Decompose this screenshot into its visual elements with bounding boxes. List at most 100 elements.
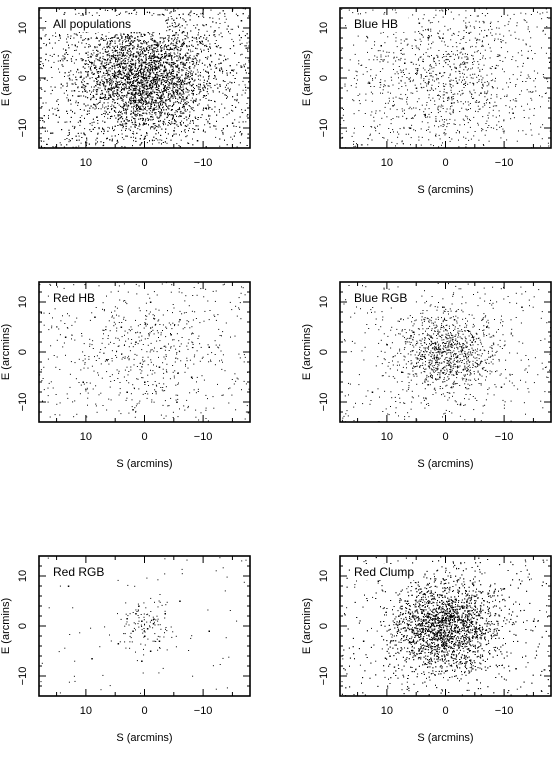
scatter-point bbox=[205, 98, 207, 99]
scatter-point bbox=[219, 68, 221, 70]
scatter-point bbox=[186, 135, 188, 137]
scatter-point bbox=[242, 121, 244, 123]
scatter-point bbox=[107, 54, 109, 56]
scatter-point bbox=[152, 82, 154, 84]
scatter-point bbox=[104, 39, 106, 41]
scatter-point bbox=[121, 137, 123, 139]
scatter-point bbox=[138, 62, 140, 64]
scatter-point bbox=[193, 102, 194, 104]
scatter-point bbox=[155, 89, 157, 90]
scatter-point bbox=[58, 104, 59, 106]
scatter-point bbox=[68, 141, 70, 143]
scatter-point bbox=[41, 89, 43, 90]
scatter-point bbox=[109, 55, 111, 57]
scatter-point bbox=[96, 38, 98, 39]
scatter-point bbox=[73, 37, 75, 39]
scatter-point bbox=[146, 110, 148, 112]
scatter-point bbox=[114, 45, 116, 47]
scatter-point bbox=[200, 90, 202, 92]
scatter-point bbox=[184, 102, 186, 104]
scatter-point bbox=[154, 63, 156, 65]
scatter-point bbox=[182, 82, 184, 84]
scatter-point bbox=[115, 72, 117, 74]
scatter-point bbox=[159, 90, 160, 92]
scatter-point bbox=[175, 89, 176, 91]
scatter-point bbox=[141, 76, 143, 78]
scatter-point bbox=[134, 63, 136, 65]
scatter-point bbox=[217, 13, 219, 15]
scatter-point bbox=[122, 83, 124, 85]
scatter-point bbox=[70, 103, 72, 105]
scatter-point bbox=[158, 44, 160, 46]
scatter-point bbox=[182, 86, 184, 88]
scatter-point bbox=[56, 107, 58, 109]
scatter-point bbox=[95, 93, 97, 95]
scatter-point bbox=[114, 35, 116, 37]
scatter-point bbox=[173, 44, 175, 46]
scatter-point bbox=[85, 90, 87, 92]
scatter-point bbox=[254, 120, 255, 121]
scatter-point bbox=[199, 79, 201, 81]
scatter-point bbox=[226, 97, 227, 99]
scatter-point bbox=[162, 73, 164, 75]
scatter-point bbox=[120, 80, 122, 82]
scatter-point bbox=[153, 13, 155, 15]
scatter-point bbox=[118, 104, 120, 106]
scatter-point bbox=[142, 109, 144, 111]
scatter-point bbox=[245, 72, 247, 74]
scatter-point bbox=[137, 106, 139, 107]
scatter-point bbox=[92, 49, 94, 51]
scatter-point bbox=[189, 122, 191, 124]
scatter-point bbox=[177, 66, 179, 68]
scatter-point bbox=[102, 57, 104, 59]
scatter-point bbox=[124, 67, 126, 69]
scatter-point bbox=[224, 21, 226, 23]
scatter-point bbox=[78, 72, 80, 74]
scatter-point bbox=[120, 12, 121, 14]
scatter-point bbox=[125, 85, 127, 87]
scatter-point bbox=[166, 90, 167, 92]
scatter-point bbox=[121, 57, 123, 59]
scatter-point bbox=[200, 43, 202, 45]
scatter-point bbox=[202, 87, 204, 88]
scatter-point bbox=[208, 50, 209, 52]
scatter-point bbox=[103, 81, 105, 83]
scatter-point bbox=[135, 93, 137, 95]
scatter-point bbox=[137, 84, 139, 86]
scatter-point bbox=[96, 77, 98, 78]
scatter-point bbox=[152, 89, 154, 91]
scatter-point bbox=[156, 49, 158, 51]
scatter-point bbox=[58, 109, 60, 111]
scatter-point bbox=[112, 98, 113, 100]
scatter-point bbox=[80, 71, 82, 73]
scatter-point bbox=[78, 41, 80, 43]
scatter-point bbox=[146, 86, 148, 88]
scatter-point bbox=[72, 55, 74, 57]
scatter-point bbox=[71, 79, 73, 81]
scatter-point bbox=[138, 152, 139, 153]
scatter-point bbox=[144, 34, 146, 35]
scatter-point bbox=[95, 144, 97, 146]
scatter-point bbox=[124, 146, 126, 148]
scatter-point bbox=[138, 95, 140, 96]
scatter-point bbox=[137, 128, 139, 130]
scatter-point bbox=[252, 119, 253, 120]
scatter-point bbox=[75, 13, 77, 15]
scatter-point bbox=[52, 35, 54, 37]
scatter-point bbox=[246, 115, 248, 117]
scatter-point bbox=[78, 32, 80, 33]
scatter-point bbox=[131, 64, 133, 65]
scatter-point bbox=[133, 140, 134, 142]
scatter-point bbox=[116, 37, 118, 39]
scatter-point bbox=[147, 103, 149, 105]
scatter-point bbox=[131, 86, 133, 88]
scatter-point bbox=[192, 45, 194, 47]
scatter-point bbox=[147, 102, 149, 104]
scatter-point bbox=[102, 106, 104, 108]
scatter-point bbox=[81, 86, 83, 88]
scatter-point bbox=[147, 63, 149, 65]
scatter-point bbox=[193, 93, 194, 94]
scatter-point bbox=[138, 108, 140, 110]
scatter-point bbox=[142, 118, 144, 120]
scatter-point bbox=[121, 64, 123, 66]
